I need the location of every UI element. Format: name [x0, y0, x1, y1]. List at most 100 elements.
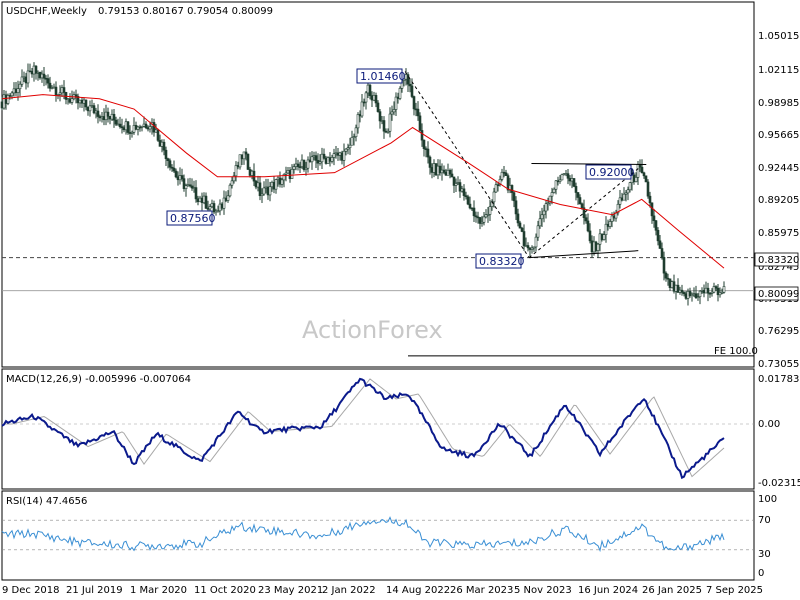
price-tick-label: 0.85975 — [758, 228, 799, 239]
candle-body — [344, 148, 348, 152]
candle-body — [92, 105, 96, 114]
candle-body — [284, 172, 288, 175]
candle-body — [304, 167, 308, 170]
price-axis: 1.05015 1.02115 0.98985 0.95665 0.92445 … — [758, 31, 799, 370]
candle-body — [2, 94, 6, 109]
candle-body — [66, 98, 70, 101]
candle-body — [406, 74, 410, 85]
candle-body — [526, 245, 530, 249]
high-annotation-box — [356, 68, 403, 84]
candle-body — [464, 195, 468, 198]
price-tick-label: 0.98985 — [758, 98, 799, 109]
candle-body — [96, 110, 100, 117]
candle-body — [708, 292, 712, 295]
candle-body — [10, 92, 14, 97]
candle-body — [332, 153, 336, 158]
candle-body — [492, 191, 496, 203]
price-tick-label: 0.73055 — [758, 359, 799, 370]
candle-body — [54, 86, 58, 96]
candle-body — [412, 96, 416, 110]
candle-body — [188, 184, 192, 187]
price-tick-label: 0.95665 — [758, 130, 799, 141]
candle-body — [232, 175, 236, 182]
candle-body — [296, 163, 300, 167]
candle-body — [274, 179, 278, 190]
candle-body — [100, 116, 104, 119]
candle-body — [662, 257, 666, 274]
candle-body — [146, 127, 150, 130]
price-tick-label: 1.02115 — [758, 65, 799, 76]
candle-body — [566, 173, 570, 179]
candle-body — [712, 286, 716, 293]
candle-body — [144, 123, 148, 129]
candle-body — [282, 174, 286, 181]
candle-body — [468, 203, 472, 209]
candle-body — [500, 171, 504, 180]
candle-body — [572, 178, 576, 187]
candle-body — [314, 155, 318, 161]
candle-body — [382, 120, 386, 132]
trendline — [529, 250, 639, 259]
candle-body — [130, 131, 134, 134]
candle-body — [68, 98, 72, 103]
macd-tick-label: 0.00 — [758, 419, 780, 430]
candle-body — [252, 170, 256, 182]
candle-body — [516, 213, 520, 224]
candle-body — [398, 88, 402, 99]
candle-body — [560, 174, 564, 181]
candle-body — [546, 202, 550, 205]
price-tick-label: 0.82745 — [758, 262, 799, 273]
candle-body — [554, 180, 558, 190]
candle-body — [390, 111, 394, 115]
candle-body — [280, 179, 284, 185]
candle-body — [454, 183, 458, 186]
candle-body — [496, 184, 500, 187]
macd-title: MACD(12,26,9) -0.005996 -0.007064 — [6, 374, 191, 385]
candle-body — [168, 160, 172, 168]
candle-body — [388, 113, 392, 132]
candle-body — [154, 129, 158, 133]
high-annotation: 1.01460 — [360, 70, 406, 83]
candle-body — [80, 99, 84, 104]
candle-body — [134, 125, 138, 130]
candle-body — [574, 186, 578, 193]
mid-annotation-box — [585, 164, 632, 180]
candle-body — [518, 222, 522, 229]
candle-body — [160, 141, 164, 147]
candle-body — [682, 292, 686, 295]
candle-body — [226, 195, 230, 201]
candle-body — [648, 195, 652, 204]
candle-body — [262, 187, 266, 195]
candle-body — [136, 126, 140, 130]
candle-body — [198, 197, 202, 203]
candle-body — [654, 220, 658, 231]
candle-body — [448, 169, 452, 175]
candle-body — [660, 248, 664, 258]
candle-body — [212, 203, 216, 213]
candle-body — [12, 88, 16, 94]
candle-body — [368, 84, 372, 96]
candle-body — [302, 159, 306, 170]
candle-body — [140, 125, 144, 128]
candle-body — [504, 172, 508, 176]
time-axis: 9 Dec 2018 21 Jul 2019 1 Mar 2020 11 Oct… — [2, 585, 763, 596]
candle-body — [608, 221, 612, 227]
candle-body — [178, 175, 182, 181]
candle-body — [374, 95, 378, 104]
candle-body — [58, 92, 62, 95]
candle-body — [626, 189, 630, 194]
candle-body — [532, 246, 536, 249]
candle-body — [120, 126, 124, 129]
candle-body — [360, 101, 364, 117]
candle-body — [142, 123, 146, 127]
candle-body — [184, 185, 188, 189]
candle-body — [170, 166, 174, 169]
candle-body — [552, 188, 556, 193]
candle-body — [342, 150, 346, 161]
candle-body — [190, 185, 194, 189]
candle-body — [442, 169, 446, 173]
candle-body — [458, 182, 462, 192]
candle-body — [268, 186, 272, 196]
macd-line — [1, 377, 725, 480]
candle-body — [220, 203, 224, 209]
